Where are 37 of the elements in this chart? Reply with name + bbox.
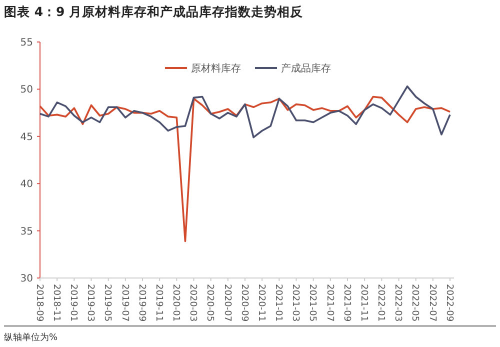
x-tick-label: 2019-09 (136, 284, 146, 322)
x-tick-label: 2019-03 (85, 284, 96, 322)
x-tick-label: 2021-11 (358, 284, 368, 322)
y-tick-label: 30 (20, 274, 33, 284)
x-tick-label: 2020-09 (238, 284, 249, 322)
x-tick-label: 2022-07 (426, 284, 437, 322)
legend-label: 产成品库存 (281, 62, 331, 74)
legend-label: 原材料库存 (191, 62, 241, 74)
x-tick-label: 2021-05 (307, 284, 318, 322)
x-tick-label: 2019-01 (68, 284, 78, 322)
x-tick-label: 2021-03 (290, 284, 300, 322)
x-tick-label: 2021-09 (341, 284, 352, 322)
y-tick-label: 35 (20, 226, 33, 238)
y-tick-label: 50 (20, 84, 33, 96)
chart-title: 图表 4：9 月原材料库存和产成品库存指数走势相反 (4, 4, 304, 19)
x-tick-label: 2022-01 (376, 284, 386, 322)
x-tick-label: 2019-07 (119, 284, 130, 322)
y-tick-label: 40 (20, 179, 33, 190)
line-series (39, 85, 451, 138)
x-tick-label: 2019-11 (153, 284, 164, 322)
x-tick-label: 2020-11 (256, 284, 266, 322)
x-tick-label: 2022-05 (410, 284, 420, 322)
x-tick-label: 2020-03 (188, 284, 198, 322)
x-tick-label: 2021-01 (273, 284, 284, 322)
x-tick-label: 2020-05 (204, 284, 215, 322)
x-tick-label: 2019-05 (102, 284, 112, 322)
x-tick-label: 2021-07 (324, 284, 334, 322)
x-tick-label: 2020-07 (222, 284, 232, 322)
y-tick-label: 45 (20, 132, 33, 143)
x-tick-label: 2018-11 (50, 284, 61, 322)
y-tick-label: 55 (20, 38, 33, 48)
x-tick-label: 2018-09 (34, 284, 44, 322)
text: 纵轴单位为% (4, 332, 58, 343)
x-tick-label: 2022-03 (392, 284, 403, 322)
line-series (39, 96, 451, 242)
x-tick-label: 2022-09 (444, 284, 454, 322)
x-tick-label: 2020-01 (170, 284, 181, 322)
